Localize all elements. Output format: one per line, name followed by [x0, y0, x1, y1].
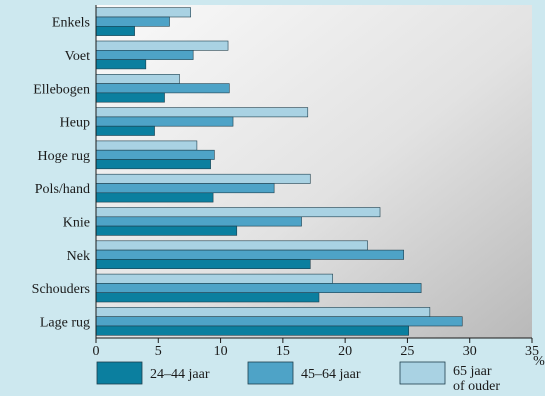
bar-lage-rug-65-jaar-of-ouder: [95, 307, 431, 317]
bar-nek-65-jaar-of-ouder: [95, 240, 368, 251]
bar-enkels-24-44-jaar: [95, 25, 135, 36]
bar-schouders-65-jaar-of-ouder: [95, 273, 333, 284]
x-tick-label-5: 5: [155, 344, 162, 359]
x-tick-label-35: 35: [525, 344, 539, 359]
bar-knie-45-64-jaar: [95, 216, 302, 227]
x-tick-label-30: 30: [463, 344, 477, 359]
category-label-knie: Knie: [63, 215, 90, 230]
x-tick-label-15: 15: [276, 344, 290, 359]
category-label-ellebogen: Ellebogen: [33, 82, 90, 97]
bar-lage-rug-24-44-jaar: [95, 325, 409, 336]
category-label-hoge-rug: Hoge rug: [38, 149, 91, 164]
legend-label-65-jaar-of-ouder-line1: 65 jaar: [453, 364, 492, 379]
bar-schouders-45-64-jaar: [95, 283, 422, 293]
bar-hoge-rug-45-64-jaar: [95, 149, 215, 160]
bar-ellebogen-45-64-jaar: [95, 83, 230, 94]
bar-ellebogen-24-44-jaar: [95, 92, 165, 103]
legend-label-45-64-jaar: 45–64 jaar: [301, 367, 361, 382]
bar-heup-65-jaar-of-ouder: [95, 107, 309, 118]
bar-voet-65-jaar-of-ouder: [95, 40, 229, 51]
x-axis-unit: %: [533, 354, 545, 369]
x-tick-label-25: 25: [400, 344, 414, 359]
x-tick-label-20: 20: [338, 344, 352, 359]
bar-heup-45-64-jaar: [95, 116, 234, 127]
category-label-nek: Nek: [67, 249, 90, 264]
category-label-schouders: Schouders: [32, 282, 90, 297]
category-label-lage-rug: Lage rug: [40, 315, 90, 330]
legend-label-65-jaar-of-ouder-line2: of ouder: [453, 379, 500, 394]
bar-pols-hand-45-64-jaar: [95, 183, 275, 194]
legend-swatch-45-64-jaar: [247, 361, 294, 385]
bar-pols-hand-24-44-jaar: [95, 192, 214, 203]
bar-heup-24-44-jaar: [95, 125, 155, 136]
legend-swatch-65-jaar-of-ouder: [399, 361, 446, 385]
bar-nek-24-44-jaar: [95, 259, 311, 269]
bar-enkels-65-jaar-of-ouder: [95, 7, 191, 18]
bar-hoge-rug-24-44-jaar: [95, 159, 211, 170]
bar-voet-24-44-jaar: [95, 59, 147, 70]
category-label-voet: Voet: [65, 49, 91, 64]
x-tick-label-0: 0: [93, 344, 100, 359]
category-label-enkels: Enkels: [52, 16, 90, 31]
bar-enkels-45-64-jaar: [95, 16, 170, 27]
bar-knie-65-jaar-of-ouder: [95, 207, 381, 218]
bar-voet-45-64-jaar: [95, 49, 194, 60]
bar-schouders-24-44-jaar: [95, 292, 320, 303]
bar-lage-rug-45-64-jaar: [95, 316, 463, 327]
legend-swatch-24-44-jaar: [96, 361, 143, 385]
category-label-heup: Heup: [60, 116, 90, 131]
bar-knie-24-44-jaar: [95, 225, 238, 236]
bar-ellebogen-65-jaar-of-ouder: [95, 74, 180, 84]
bar-hoge-rug-65-jaar-of-ouder: [95, 140, 198, 151]
bar-nek-45-64-jaar: [95, 249, 404, 260]
x-tick-label-10: 10: [214, 344, 228, 359]
category-label-pols-hand: Pols/hand: [35, 182, 90, 197]
bar-pols-hand-65-jaar-of-ouder: [95, 173, 311, 184]
legend-label-24-44-jaar: 24–44 jaar: [150, 367, 210, 382]
